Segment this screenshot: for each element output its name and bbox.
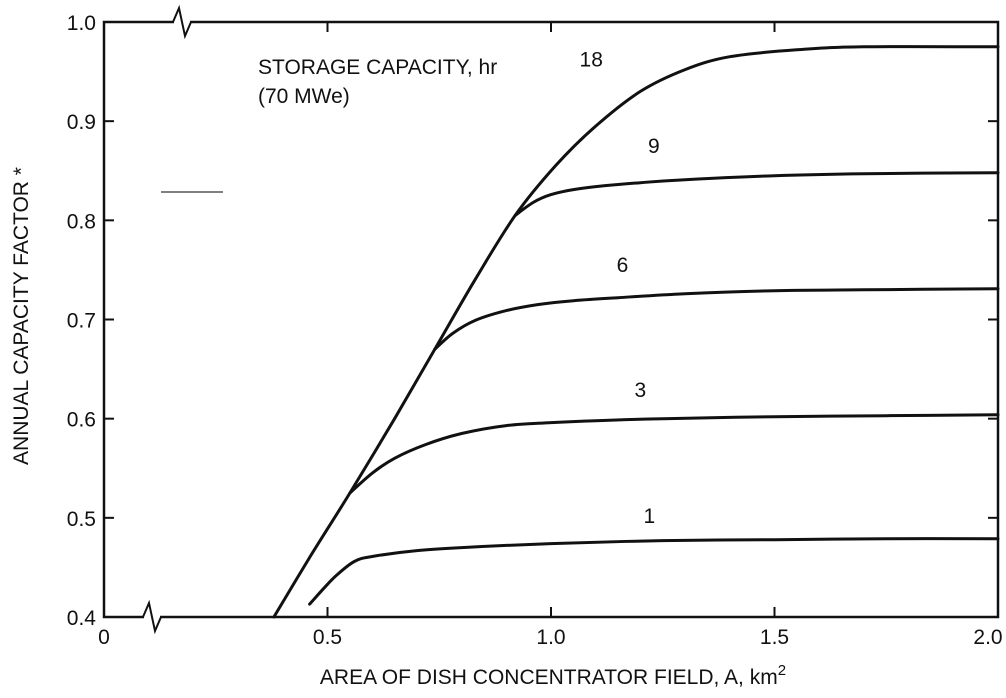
curve-labels: 18 9 6 3 1 [580, 49, 660, 528]
x-tick-label: 2.0 [973, 626, 1002, 649]
curve-label-6: 6 [617, 254, 629, 277]
curve-label-1: 1 [643, 505, 655, 528]
curve-label-18: 18 [580, 49, 603, 72]
x-axis-break-icon [142, 599, 162, 635]
x-tick-label: 0 [98, 626, 110, 649]
curve-9-hr [513, 171, 1000, 217]
curve-label-3: 3 [635, 379, 647, 402]
x-axis-label-superscript: 2 [778, 662, 786, 679]
y-tick-label: 0.7 [67, 310, 96, 333]
curves [272, 45, 1000, 619]
x-axis-label: AREA OF DISH CONCENTRATOR FIELD, A, km2 [320, 662, 786, 689]
annotation-subtitle: (70 MWe) [258, 85, 350, 108]
curve-label-9: 9 [648, 135, 660, 158]
x-tick-label: 1.0 [536, 626, 565, 649]
x-axis-label-text: AREA OF DISH CONCENTRATOR FIELD, A, km [320, 666, 778, 689]
y-axis-label: ANNUAL CAPACITY FACTOR * [10, 167, 33, 465]
x-tick-label: 0.5 [313, 626, 342, 649]
plot-border [102, 20, 1000, 619]
y-tick-label: 0.9 [67, 111, 96, 134]
top-axis-break-icon [172, 4, 192, 40]
x-tick-label: 1.5 [760, 626, 789, 649]
curve-18-hr [272, 45, 1000, 619]
y-tick-label: 0.8 [67, 210, 96, 233]
curve-1-hr [308, 537, 1000, 606]
curve-3-hr [348, 413, 1000, 495]
y-tick-label: 1.0 [67, 12, 96, 35]
axis-ticks: 0 0.5 1.0 1.5 2.0 0.4 0.5 0.6 0.7 0.8 0.9 1.0 [67, 12, 1003, 649]
curve-6-hr [433, 287, 1000, 351]
y-tick-label: 0.5 [67, 508, 96, 531]
y-tick-label: 0.4 [67, 607, 97, 630]
annotation-title: STORAGE CAPACITY, hr [258, 56, 497, 79]
y-tick-label: 0.6 [67, 409, 96, 432]
